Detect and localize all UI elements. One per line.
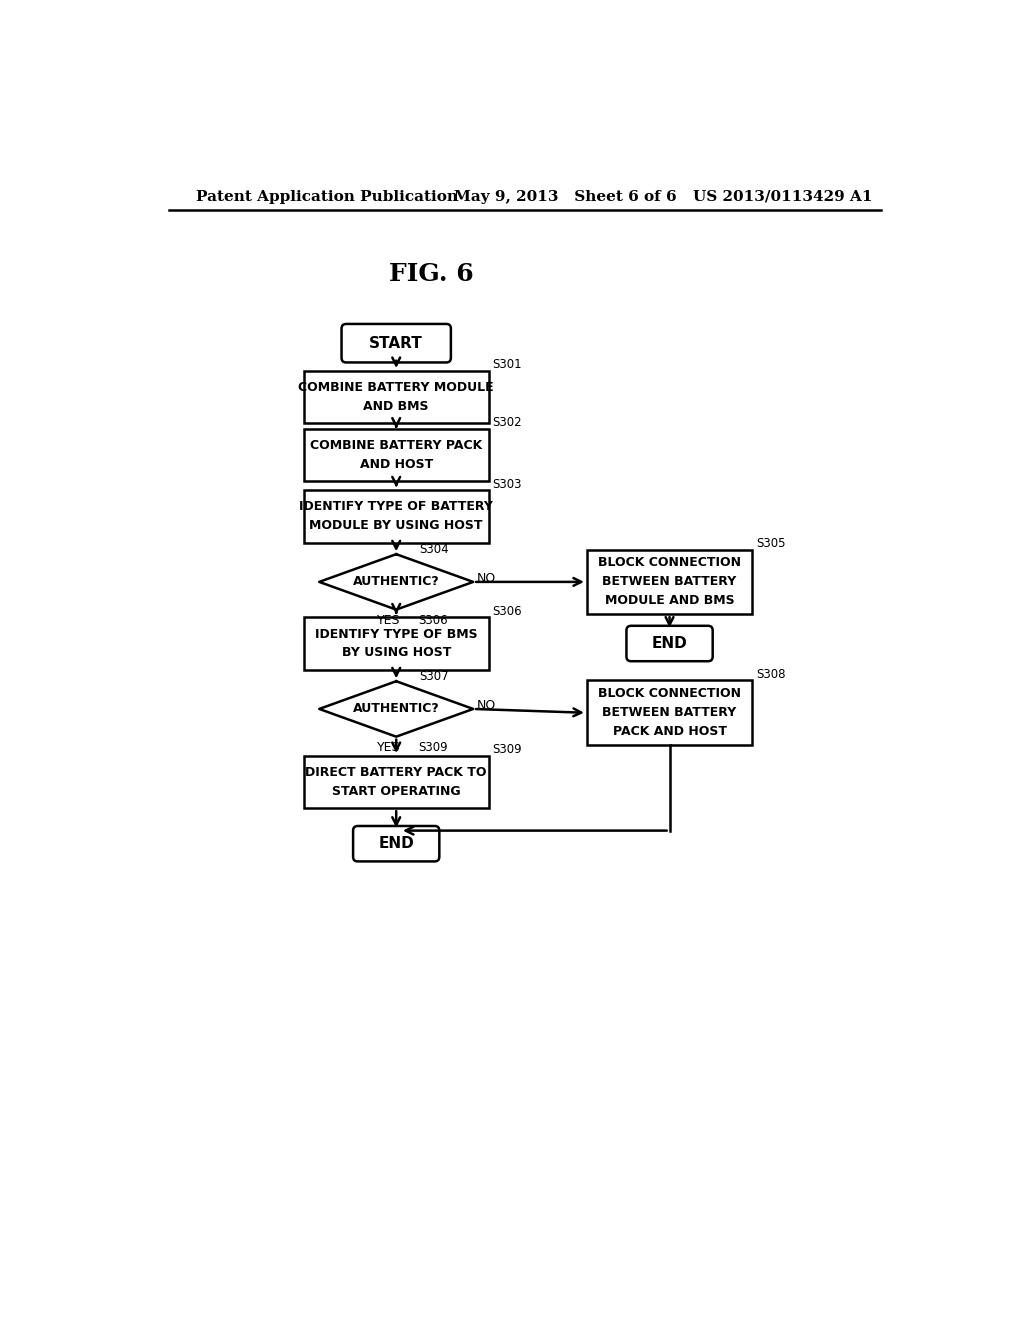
Text: AUTHENTIC?: AUTHENTIC?	[353, 702, 439, 715]
FancyBboxPatch shape	[342, 323, 451, 363]
FancyBboxPatch shape	[353, 826, 439, 862]
Text: May 9, 2013   Sheet 6 of 6: May 9, 2013 Sheet 6 of 6	[454, 190, 677, 203]
Text: US 2013/0113429 A1: US 2013/0113429 A1	[692, 190, 872, 203]
Text: END: END	[378, 836, 414, 851]
Text: NO: NO	[477, 698, 497, 711]
Text: S305: S305	[756, 537, 785, 550]
Text: FIG. 6: FIG. 6	[388, 261, 473, 286]
Text: BLOCK CONNECTION
BETWEEN BATTERY
PACK AND HOST: BLOCK CONNECTION BETWEEN BATTERY PACK AN…	[598, 688, 741, 738]
Text: END: END	[651, 636, 687, 651]
Bar	[587, 681, 753, 744]
Text: IDENTIFY TYPE OF BATTERY
MODULE BY USING HOST: IDENTIFY TYPE OF BATTERY MODULE BY USING…	[299, 500, 494, 532]
Text: S307: S307	[419, 671, 449, 684]
Text: S304: S304	[419, 543, 449, 556]
Text: S309: S309	[493, 743, 522, 756]
Text: DIRECT BATTERY PACK TO
START OPERATING: DIRECT BATTERY PACK TO START OPERATING	[305, 766, 487, 799]
Polygon shape	[319, 681, 473, 737]
Bar	[304, 756, 488, 808]
Text: YES: YES	[377, 741, 400, 754]
Text: YES: YES	[377, 614, 400, 627]
FancyBboxPatch shape	[627, 626, 713, 661]
Text: COMBINE BATTERY PACK
AND HOST: COMBINE BATTERY PACK AND HOST	[310, 438, 482, 471]
Polygon shape	[319, 554, 473, 610]
Text: BLOCK CONNECTION
BETWEEN BATTERY
MODULE AND BMS: BLOCK CONNECTION BETWEEN BATTERY MODULE …	[598, 557, 741, 607]
Text: START: START	[370, 335, 423, 351]
Bar	[587, 549, 753, 614]
Text: IDENTIFY TYPE OF BMS
BY USING HOST: IDENTIFY TYPE OF BMS BY USING HOST	[315, 627, 477, 660]
Bar	[304, 371, 488, 424]
Text: AUTHENTIC?: AUTHENTIC?	[353, 576, 439, 589]
Text: S301: S301	[493, 358, 522, 371]
Text: S302: S302	[493, 416, 522, 429]
Text: S306: S306	[493, 605, 522, 618]
Text: S308: S308	[756, 668, 785, 681]
Bar	[304, 490, 488, 543]
Text: S306: S306	[418, 614, 447, 627]
Text: Patent Application Publication: Patent Application Publication	[196, 190, 458, 203]
Text: NO: NO	[477, 572, 497, 585]
Text: S303: S303	[493, 478, 522, 491]
Text: COMBINE BATTERY MODULE
AND BMS: COMBINE BATTERY MODULE AND BMS	[298, 381, 494, 413]
Bar	[304, 429, 488, 480]
Bar	[304, 618, 488, 669]
Text: S309: S309	[418, 741, 447, 754]
